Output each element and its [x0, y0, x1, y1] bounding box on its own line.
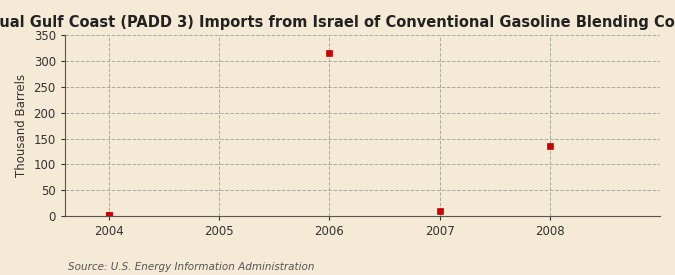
Text: Source: U.S. Energy Information Administration: Source: U.S. Energy Information Administ… — [68, 262, 314, 272]
Y-axis label: Thousand Barrels: Thousand Barrels — [15, 74, 28, 177]
Title: Annual Gulf Coast (PADD 3) Imports from Israel of Conventional Gasoline Blending: Annual Gulf Coast (PADD 3) Imports from … — [0, 15, 675, 30]
